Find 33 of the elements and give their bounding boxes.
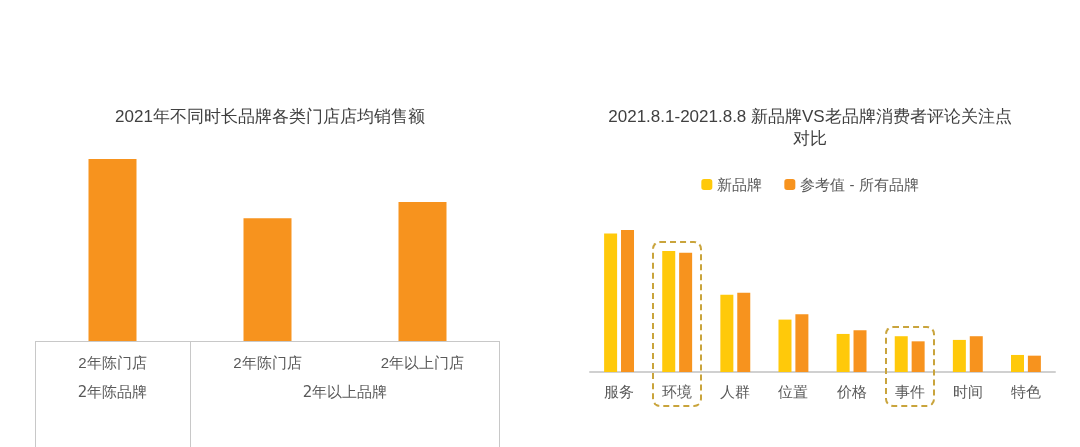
legend-label: 新品牌 (717, 176, 763, 193)
bar (969, 336, 983, 372)
chart-title: 2021.8.1-2021.8.8 新品牌VS老品牌消费者评论关注点对比 (608, 106, 1012, 148)
x-tick-label: 2年陈门店 (233, 354, 302, 371)
bar (795, 314, 809, 372)
bar (662, 251, 676, 372)
bar (737, 292, 751, 372)
bar (621, 230, 635, 372)
bar (911, 341, 925, 372)
x-tick-label: 环境 (662, 383, 693, 400)
x-tick-label: 服务 (604, 383, 635, 400)
x-tick-label: 价格 (835, 383, 867, 400)
bar (604, 233, 618, 372)
text: 2年以上品牌 (302, 383, 388, 402)
legend-label: 参考值 - 所有品牌 (800, 176, 919, 193)
x-tick-label: 2年陈门店 (78, 354, 147, 371)
bar (778, 319, 792, 372)
chart-title: 2021年不同时长品牌各类门店店均销售额 (115, 106, 425, 126)
x-tick-label: 特色 (1010, 383, 1041, 400)
x-tick-label: 事件 (894, 383, 925, 400)
bar (1027, 355, 1041, 372)
x-tick-label: 时间 (952, 383, 983, 400)
bar (894, 336, 908, 372)
bar (720, 294, 734, 372)
bar (679, 252, 693, 372)
bar (853, 330, 867, 372)
x-tick-label: 人群 (720, 383, 751, 400)
x-tick-label: 2年以上门店 (380, 354, 465, 371)
bar (952, 339, 966, 372)
text: 2年陈品牌 (77, 383, 148, 402)
bar (836, 333, 850, 372)
bar (1010, 354, 1024, 372)
x-tick-label: 位置 (778, 383, 809, 400)
